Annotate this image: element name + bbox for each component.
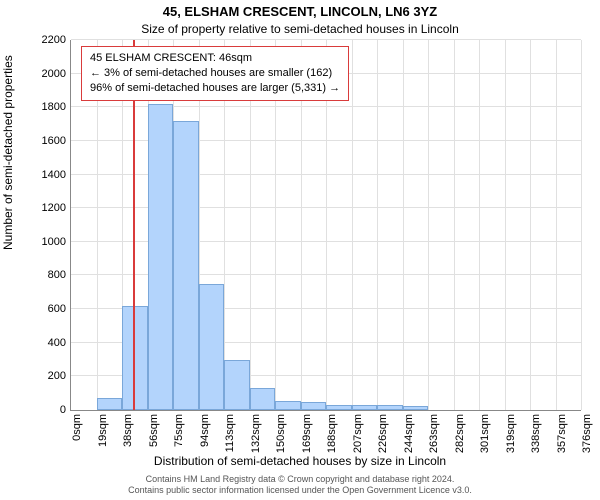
disclaimer-line-2: Contains public sector information licen… xyxy=(0,485,600,496)
y-tick: 1800 xyxy=(42,101,66,113)
gridline-v xyxy=(454,40,455,410)
gridline-v xyxy=(556,40,557,410)
x-tick: 94sqm xyxy=(199,414,211,447)
gridline-v xyxy=(403,40,404,410)
x-tick: 319sqm xyxy=(505,414,517,453)
histogram-bar xyxy=(301,402,327,410)
histogram-bar xyxy=(224,360,250,410)
gridline-v xyxy=(428,40,429,410)
x-tick: 376sqm xyxy=(581,414,593,453)
chart-container: 45, ELSHAM CRESCENT, LINCOLN, LN6 3YZ Si… xyxy=(0,0,600,500)
histogram-bar xyxy=(275,401,301,410)
x-tick: 188sqm xyxy=(326,414,338,453)
y-tick: 1000 xyxy=(42,236,66,248)
x-tick: 282sqm xyxy=(454,414,466,453)
x-tick: 132sqm xyxy=(250,414,262,453)
y-tick: 1400 xyxy=(42,169,66,181)
histogram-bar xyxy=(173,121,199,410)
x-tick: 113sqm xyxy=(224,414,236,452)
y-tick: 600 xyxy=(48,303,66,315)
histogram-bar xyxy=(352,405,378,410)
x-tick: 301sqm xyxy=(479,414,491,453)
x-tick: 38sqm xyxy=(122,414,134,447)
histogram-bar xyxy=(97,398,123,410)
info-line-2: ← 3% of semi-detached houses are smaller… xyxy=(90,66,340,81)
x-tick: 226sqm xyxy=(377,414,389,453)
histogram-bar xyxy=(199,284,225,410)
histogram-bar xyxy=(250,388,276,410)
chart-subtitle: Size of property relative to semi-detach… xyxy=(0,22,600,36)
y-tick: 2000 xyxy=(42,68,66,80)
histogram-bar xyxy=(148,104,174,410)
disclaimer: Contains HM Land Registry data © Crown c… xyxy=(0,474,600,497)
gridline-v xyxy=(479,40,480,410)
x-tick: 244sqm xyxy=(403,414,415,453)
x-axis-label: Distribution of semi-detached houses by … xyxy=(0,454,600,468)
y-tick: 200 xyxy=(48,370,66,382)
x-tick: 150sqm xyxy=(275,414,287,453)
y-tick: 400 xyxy=(48,337,66,349)
x-tick: 169sqm xyxy=(301,414,313,453)
y-tick: 1600 xyxy=(42,135,66,147)
gridline-v xyxy=(377,40,378,410)
info-line-1: 45 ELSHAM CRESCENT: 46sqm xyxy=(90,51,340,66)
histogram-bar xyxy=(377,405,403,410)
info-box: 45 ELSHAM CRESCENT: 46sqm ← 3% of semi-d… xyxy=(81,46,349,101)
y-tick: 2200 xyxy=(42,34,66,46)
histogram-bar xyxy=(403,406,429,410)
x-tick: 75sqm xyxy=(173,414,185,447)
x-tick: 19sqm xyxy=(97,414,109,447)
gridline-v xyxy=(530,40,531,410)
info-line-3: 96% of semi-detached houses are larger (… xyxy=(90,81,340,96)
y-tick: 800 xyxy=(48,269,66,281)
x-tick: 207sqm xyxy=(352,414,364,453)
gridline-v xyxy=(352,40,353,410)
gridline-v xyxy=(505,40,506,410)
gridline-v xyxy=(581,40,582,410)
y-tick: 1200 xyxy=(42,202,66,214)
y-tick: 0 xyxy=(60,404,66,416)
x-tick: 357sqm xyxy=(556,414,568,453)
x-tick: 338sqm xyxy=(530,414,542,453)
plot-area: 45 ELSHAM CRESCENT: 46sqm ← 3% of semi-d… xyxy=(70,40,581,411)
histogram-bar xyxy=(326,405,352,410)
x-tick: 263sqm xyxy=(428,414,440,453)
x-tick: 0sqm xyxy=(71,414,83,441)
x-tick: 56sqm xyxy=(148,414,160,447)
chart-title: 45, ELSHAM CRESCENT, LINCOLN, LN6 3YZ xyxy=(0,4,600,19)
disclaimer-line-1: Contains HM Land Registry data © Crown c… xyxy=(0,474,600,485)
y-axis-label: Number of semi-detached properties xyxy=(1,55,15,250)
